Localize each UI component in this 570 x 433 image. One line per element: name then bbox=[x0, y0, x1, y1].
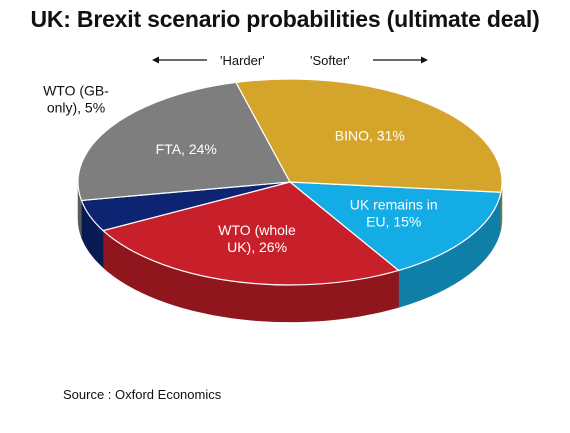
pie-slice-uk-remains-in-eu bbox=[288, 181, 502, 272]
slice-label-wto-whole-uk: WTO (whole UK), 26% bbox=[218, 222, 296, 255]
source-note: Source : Oxford Economics bbox=[63, 387, 222, 402]
pie-slice-bino bbox=[235, 78, 503, 193]
softer-arrow-head bbox=[421, 56, 428, 64]
slice-label-fta: FTA, 24% bbox=[156, 141, 217, 157]
softer-label: 'Softer' bbox=[310, 53, 350, 68]
harder-label: 'Harder' bbox=[220, 53, 265, 68]
pie-slice-wto-whole-uk bbox=[101, 181, 400, 286]
chart-title: UK: Brexit scenario probabilities (ultim… bbox=[30, 6, 540, 32]
pie-slice-fta bbox=[77, 81, 291, 202]
slice-label-uk-remains-in-eu: UK remains in EU, 15% bbox=[350, 197, 438, 230]
slice-label-bino: BINO, 31% bbox=[335, 128, 405, 144]
slice-label-wto-gb-only: WTO (GB-only), 5% bbox=[43, 83, 109, 116]
harder-arrow-head bbox=[152, 56, 159, 64]
